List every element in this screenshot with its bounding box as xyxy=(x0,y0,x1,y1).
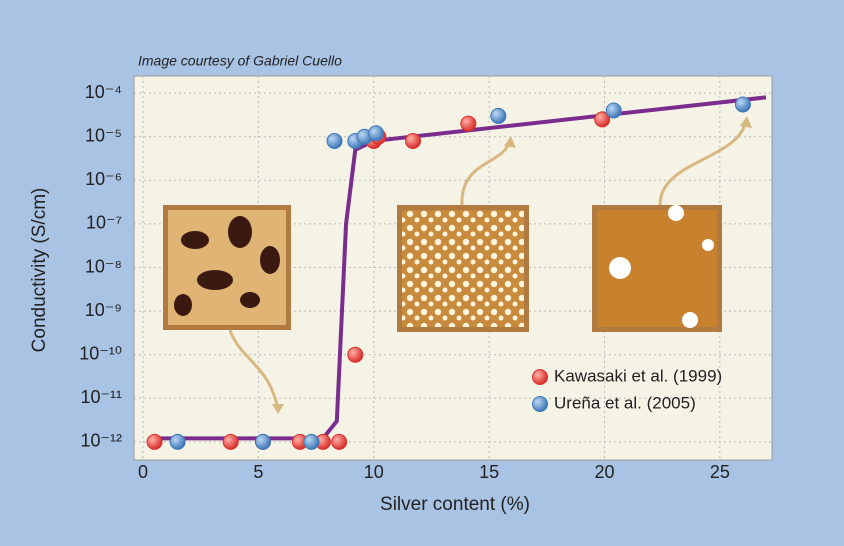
legend-label: Kawasaki et al. (1999) xyxy=(554,366,722,385)
x-tick-label: 5 xyxy=(253,462,263,482)
y-tick-label: 10⁻⁵ xyxy=(85,125,122,145)
data-point xyxy=(332,434,347,449)
data-point xyxy=(405,133,420,148)
legend-label: Ureña et al. (2005) xyxy=(554,393,696,412)
x-tick-label: 15 xyxy=(479,462,499,482)
data-point xyxy=(461,116,476,131)
data-point xyxy=(348,347,363,362)
y-tick-label: 10⁻¹⁰ xyxy=(79,343,122,363)
data-point xyxy=(304,434,319,449)
page: Image courtesy of Gabriel Cuello Silver … xyxy=(0,0,844,541)
credit: Image courtesy of Gabriel Cuello xyxy=(138,53,342,69)
data-point xyxy=(735,97,750,112)
data-point xyxy=(606,103,621,118)
y-tick-label: 10⁻⁸ xyxy=(85,256,122,276)
data-point xyxy=(170,434,185,449)
x-axis-label: Silver content (%) xyxy=(380,494,530,515)
chart: Image courtesy of Gabriel Cuello Silver … xyxy=(0,0,844,541)
data-point xyxy=(223,434,238,449)
y-tick-label: 10⁻⁶ xyxy=(85,169,122,189)
x-tick-label: 10 xyxy=(364,462,384,482)
x-tick-label: 0 xyxy=(138,462,148,482)
y-axis-label: Conductivity (S/cm) xyxy=(29,188,50,353)
data-point xyxy=(255,434,270,449)
data-point xyxy=(327,133,342,148)
y-tick-label: 10⁻¹² xyxy=(80,431,122,451)
y-tick-label: 10⁻⁴ xyxy=(85,82,122,102)
x-tick-label: 20 xyxy=(594,462,614,482)
y-tick-label: 10⁻⁹ xyxy=(85,300,122,320)
data-point xyxy=(369,126,384,141)
legend-marker xyxy=(533,370,548,385)
x-tick-label: 25 xyxy=(710,462,730,482)
y-tick-label: 10⁻¹¹ xyxy=(80,387,122,407)
y-tick-label: 10⁻⁷ xyxy=(86,213,122,233)
legend-marker xyxy=(533,397,548,412)
data-point xyxy=(147,434,162,449)
data-point xyxy=(491,108,506,123)
